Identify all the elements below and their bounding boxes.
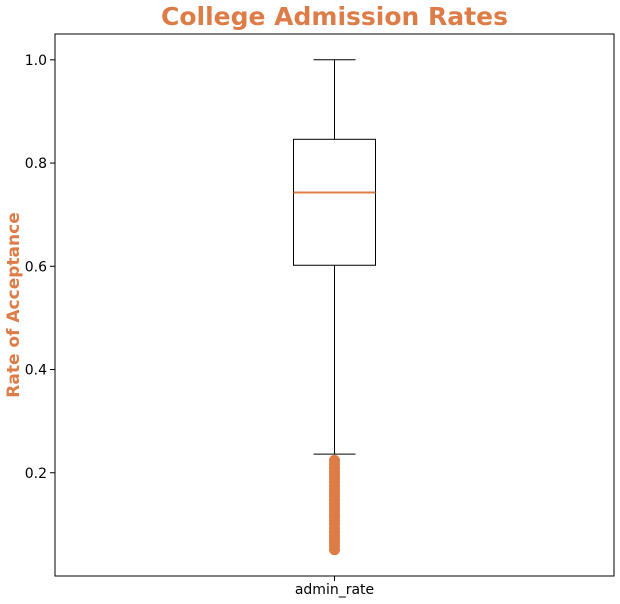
y-tick-label: 0.2 xyxy=(25,466,47,482)
y-tick-label: 0.6 xyxy=(25,259,47,275)
x-tick-label: admin_rate xyxy=(295,582,374,598)
chart-title: College Admission Rates xyxy=(161,2,508,31)
x-axis-ticks: admin_rate xyxy=(295,576,374,598)
y-axis-ticks: 0.2 0.4 0.6 0.8 1.0 xyxy=(25,53,55,482)
interquartile-box xyxy=(293,138,376,266)
y-tick-label: 0.4 xyxy=(25,363,47,379)
y-tick-label: 0.8 xyxy=(25,156,47,172)
outlier-points xyxy=(329,454,340,556)
box xyxy=(293,59,376,455)
y-tick-label: 1.0 xyxy=(25,53,47,69)
outlier-point xyxy=(329,454,340,466)
